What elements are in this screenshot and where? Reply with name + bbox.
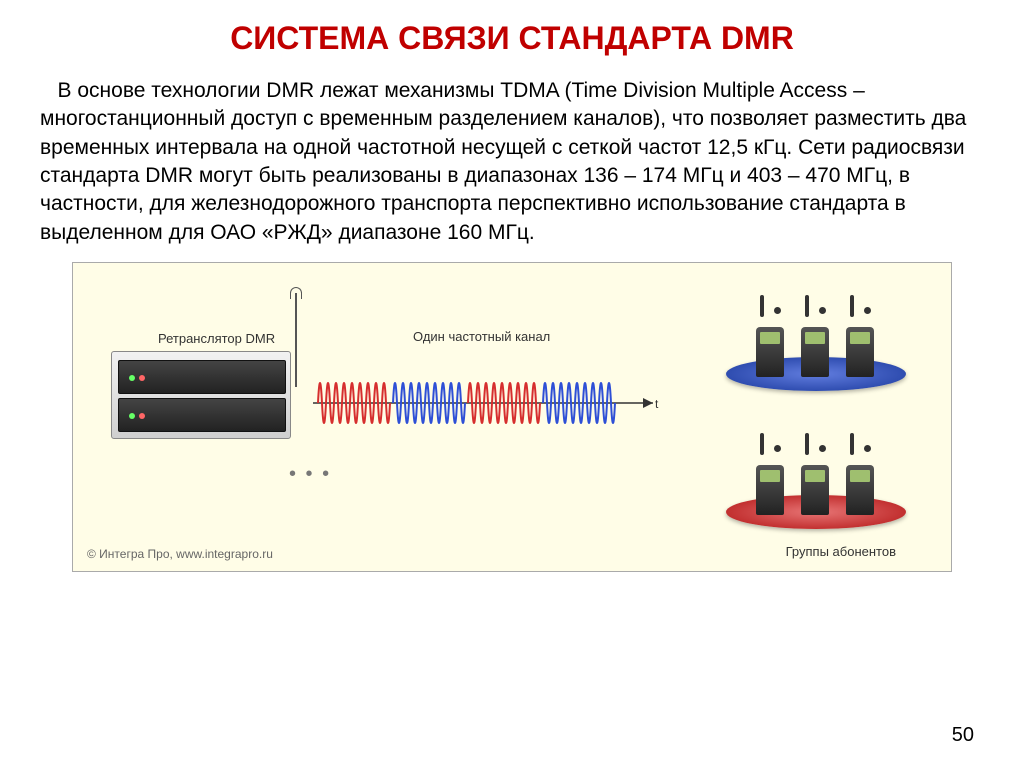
- groups-label: Группы абонентов: [786, 544, 896, 559]
- antenna-ground-icon: • • •: [289, 463, 331, 486]
- signal-wave-icon: t: [313, 358, 663, 448]
- radio-icon: [801, 451, 829, 515]
- radio-icon: [846, 451, 874, 515]
- slide-body: В основе технологии DMR лежат механизмы …: [40, 77, 984, 247]
- repeater-label: Ретранслятор DMR: [158, 331, 275, 346]
- radio-icon: [756, 451, 784, 515]
- radio-icon: [846, 313, 874, 377]
- svg-text:t: t: [655, 397, 659, 411]
- radio-group-blue: [721, 281, 911, 391]
- antenna-tip-icon: [290, 287, 302, 299]
- antenna-icon: [295, 293, 297, 387]
- radio-icon: [801, 313, 829, 377]
- radio-icon: [756, 313, 784, 377]
- dmr-repeater-icon: [111, 351, 291, 439]
- copyright-text: © Интегра Про, www.integrapro.ru: [87, 547, 273, 561]
- signal-label: Один частотный канал: [413, 329, 550, 344]
- radio-group-red: [721, 419, 911, 529]
- slide-title: СИСТЕМА СВЯЗИ СТАНДАРТА DMR: [40, 20, 984, 57]
- diagram-container: Ретранслятор DMR • • • Один частотный ка…: [72, 262, 952, 572]
- page-number: 50: [952, 724, 974, 747]
